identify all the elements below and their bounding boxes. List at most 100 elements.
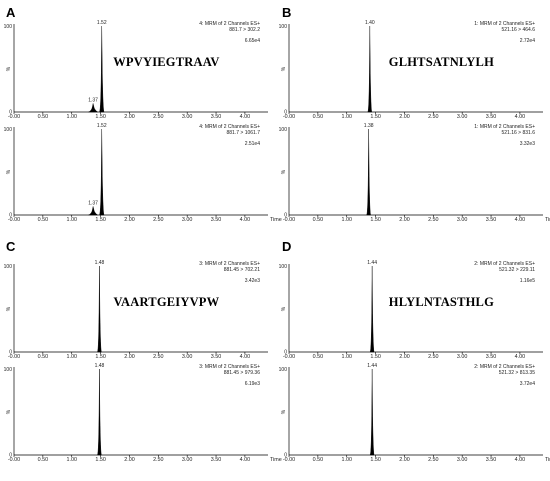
- trace-intensity: 1.16e5: [520, 278, 536, 284]
- x-tick-label: -0.00: [283, 457, 295, 463]
- x-tick-label: 3.00: [457, 114, 468, 120]
- y-zero-label: 0: [284, 350, 287, 356]
- peak-label: 1.44: [367, 363, 377, 369]
- peptide-sequence: HLYLNTASTHLG: [389, 295, 494, 309]
- trace-header-line: 521.16 > 464.6: [501, 27, 535, 33]
- trace-intensity: 3.72e4: [520, 381, 536, 387]
- panel-letter: B: [282, 5, 291, 20]
- x-tick-label: -0.00: [8, 457, 20, 463]
- peak: [366, 128, 372, 216]
- peak-label: 1.37: [88, 97, 98, 103]
- x-tick-label: 3.00: [182, 354, 193, 360]
- x-tick-label: 2.50: [428, 114, 439, 120]
- peptide-sequence: GLHTSATNLYLH: [389, 55, 494, 69]
- y-axis-label: %: [281, 66, 287, 71]
- y-axis-label: %: [281, 306, 287, 311]
- trace-header-line: 3: MRM of 2 Channels ES+: [199, 364, 260, 370]
- x-tick-label: -0.00: [283, 354, 295, 360]
- x-tick-label: 4.00: [240, 217, 251, 223]
- trace-1: 100 0% -0.00 0.50 1.00 1.50 2.00 2.50 3.00 3.50 4.…: [279, 260, 543, 360]
- x-tick-label: 4.00: [515, 354, 526, 360]
- x-tick-label: 0.50: [313, 114, 324, 120]
- peptide-sequence: WPVYIEGTRAAV: [113, 55, 219, 69]
- trace-intensity: 6.65e4: [245, 38, 261, 44]
- y-zero-label: 0: [284, 213, 287, 219]
- trace-2: 100 0% -0.00 0.50 1.00 1.50 2.00 2.50 3.00 3.50 4.…: [279, 363, 550, 463]
- trace-header-line: 881.7 > 302.2: [229, 27, 260, 33]
- x-axis-label: Time: [270, 457, 282, 463]
- panel-d: D 100 0% -0.00 0.50 1.00 1.50 2.00 2.50 3.00 3.50 4…: [279, 239, 550, 463]
- peak: [369, 368, 375, 456]
- peak-label: 1.37: [88, 200, 98, 206]
- trace-header-line: 1: MRM of 2 Channels ES+: [474, 124, 535, 130]
- x-tick-label: 3.00: [182, 217, 193, 223]
- x-tick-label: 3.00: [182, 114, 193, 120]
- x-tick-label: 4.00: [240, 354, 251, 360]
- peak-label: 1.52: [97, 123, 107, 129]
- x-tick-label: 3.50: [486, 457, 497, 463]
- peak-label: 1.52: [97, 20, 107, 26]
- peak-label: 1.48: [95, 363, 105, 369]
- trace-header-line: 4: MRM of 2 Channels ES+: [199, 21, 260, 27]
- x-tick-label: 4.00: [240, 457, 251, 463]
- x-tick-label: 3.50: [211, 114, 222, 120]
- y-max-label: 100: [4, 24, 13, 30]
- x-tick-label: 1.50: [370, 217, 381, 223]
- x-tick-label: 2.00: [399, 354, 410, 360]
- y-zero-label: 0: [9, 453, 12, 459]
- trace-1: 100 0% -0.00 0.50 1.00 1.50 2.00 2.50 3.00 3.50 4.…: [4, 260, 268, 360]
- trace-intensity: 2.72e4: [520, 38, 536, 44]
- y-max-label: 100: [279, 264, 288, 270]
- x-tick-label: 2.50: [428, 354, 439, 360]
- x-tick-label: -0.00: [283, 217, 295, 223]
- trace-2: 100 0% -0.00 0.50 1.00 1.50 2.00 2.50 3.00 3.50 4.…: [4, 123, 282, 223]
- x-axis-label: Time: [545, 457, 550, 463]
- x-axis-label: Time: [545, 217, 550, 223]
- peak-label: 1.48: [95, 260, 105, 266]
- x-axis-label: Time: [270, 217, 282, 223]
- trace-2: 100 0% -0.00 0.50 1.00 1.50 2.00 2.50 3.00 3.50 4.…: [4, 363, 282, 463]
- x-tick-label: 1.50: [370, 354, 381, 360]
- x-tick-label: 3.00: [457, 217, 468, 223]
- x-tick-label: 2.50: [153, 217, 164, 223]
- y-axis-label: %: [6, 169, 12, 174]
- trace-header-line: 881.7 > 1061.7: [226, 130, 260, 136]
- x-tick-label: 3.00: [457, 354, 468, 360]
- x-tick-label: -0.00: [8, 217, 20, 223]
- trace-intensity: 6.19e3: [245, 381, 261, 387]
- trace-header-line: 2: MRM of 2 Channels ES+: [474, 261, 535, 267]
- x-tick-label: 2.00: [399, 114, 410, 120]
- peak-label: 1.40: [365, 20, 375, 26]
- peak: [98, 128, 105, 216]
- x-tick-label: 0.50: [38, 114, 49, 120]
- x-tick-label: 1.50: [95, 354, 106, 360]
- trace-header-line: 2: MRM of 2 Channels ES+: [474, 364, 535, 370]
- x-tick-label: 1.00: [66, 354, 77, 360]
- x-tick-label: 0.50: [313, 354, 324, 360]
- x-tick-label: 0.50: [38, 457, 49, 463]
- x-tick-label: 4.00: [515, 114, 526, 120]
- trace-intensity: 3.42e3: [245, 278, 261, 284]
- y-max-label: 100: [279, 127, 288, 133]
- y-zero-label: 0: [9, 110, 12, 116]
- x-tick-label: 1.00: [341, 354, 352, 360]
- y-axis-label: %: [6, 66, 12, 71]
- trace-header-line: 4: MRM of 2 Channels ES+: [199, 124, 260, 130]
- x-tick-label: 2.00: [399, 217, 410, 223]
- x-tick-label: 4.00: [515, 217, 526, 223]
- trace-1: 100 0% -0.00 0.50 1.00 1.50 2.00 2.50 3.00 3.50 4.…: [279, 20, 543, 120]
- y-zero-label: 0: [9, 213, 12, 219]
- x-tick-label: 2.50: [153, 457, 164, 463]
- panel-c: C 100 0% -0.00 0.50 1.00 1.50 2.00 2.50 3.00 3.50 4…: [4, 239, 282, 463]
- x-tick-label: 1.00: [341, 457, 352, 463]
- panel-letter: C: [6, 239, 16, 254]
- x-tick-label: 0.50: [313, 217, 324, 223]
- x-tick-label: 3.00: [182, 457, 193, 463]
- peak: [88, 103, 98, 113]
- peptide-sequence: VAARTGEIYVPW: [113, 295, 219, 309]
- x-tick-label: 2.50: [153, 114, 164, 120]
- y-max-label: 100: [279, 367, 288, 373]
- peak-label: 1.44: [367, 260, 377, 266]
- x-tick-label: 1.50: [370, 114, 381, 120]
